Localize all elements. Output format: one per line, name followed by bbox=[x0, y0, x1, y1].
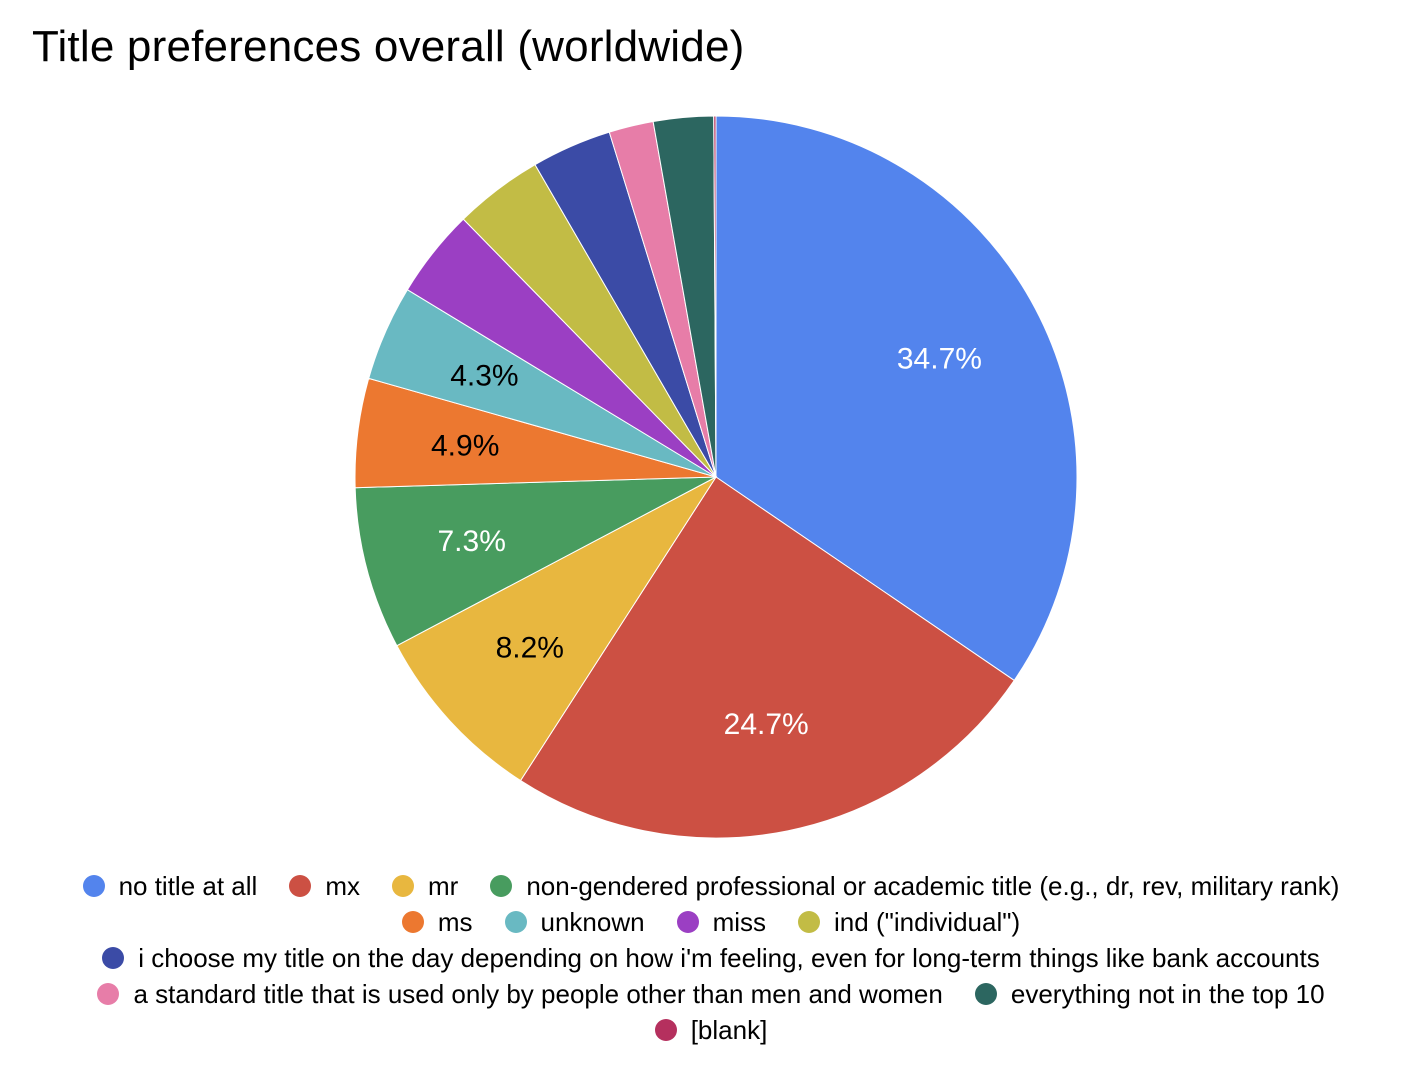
legend-swatch-icon bbox=[654, 1019, 677, 1041]
legend-label: i choose my title on the day depending o… bbox=[138, 943, 1320, 973]
legend-item-mx[interactable]: mx bbox=[289, 871, 360, 901]
legend-label: non-gendered professional or academic ti… bbox=[526, 871, 1340, 901]
legend-swatch-icon bbox=[974, 983, 997, 1005]
legend-swatch-icon bbox=[401, 911, 424, 933]
legend-row: i choose my title on the day depending o… bbox=[86, 940, 1335, 976]
legend-item-a-standard-title-that-is-used-only-by-pe[interactable]: a standard title that is used only by pe… bbox=[97, 979, 943, 1009]
pie-slice-non-gendered-professional-or-academic-ti bbox=[354, 476, 717, 647]
chart-legend: no title at all mx mr non-gendered professi… bbox=[20, 868, 1402, 1048]
slice-data-label-mx: 24.7% bbox=[724, 708, 809, 741]
legend-label: mr bbox=[427, 871, 459, 901]
chart-title: Title preferences overall (worldwide) bbox=[32, 22, 745, 71]
legend-swatch-icon bbox=[391, 875, 414, 897]
legend-label: mx bbox=[325, 871, 360, 901]
legend-item-unknown[interactable]: unknown bbox=[504, 907, 645, 937]
legend-item-everything-not-in-the-top-10[interactable]: everything not in the top 10 bbox=[974, 979, 1325, 1009]
legend-swatch-icon bbox=[289, 875, 312, 897]
legend-label: miss bbox=[712, 907, 767, 937]
legend-row: ms unknown miss ind ("individual") bbox=[386, 904, 1036, 940]
slice-data-label-unknown: 4.3% bbox=[450, 360, 518, 393]
legend-row: no title at all mx mr non-gendered professi… bbox=[67, 868, 1356, 904]
legend-row: a standard title that is used only by pe… bbox=[81, 976, 1340, 1012]
legend-item-no-title-at-all[interactable]: no title at all bbox=[82, 871, 258, 901]
legend-label: a standard title that is used only by pe… bbox=[133, 979, 943, 1009]
slice-data-label-non-gendered-professional-or-academic-ti: 7.3% bbox=[438, 525, 506, 558]
legend-item-miss[interactable]: miss bbox=[676, 907, 767, 937]
legend-item-ind-individual[interactable]: ind ("individual") bbox=[798, 907, 1020, 937]
pie-slice-no-title-at-all bbox=[715, 115, 1078, 682]
legend-label: no title at all bbox=[118, 871, 258, 901]
pie-slice-mr bbox=[396, 475, 718, 782]
legend-item-mr[interactable]: mr bbox=[391, 871, 459, 901]
legend-swatch-icon bbox=[102, 947, 125, 969]
legend-swatch-icon bbox=[504, 911, 527, 933]
pie-slice-blank bbox=[713, 115, 717, 478]
legend-label: [blank] bbox=[690, 1015, 768, 1045]
legend-item-i-choose-my-title-on-the-day-depending-o[interactable]: i choose my title on the day depending o… bbox=[102, 943, 1320, 973]
legend-swatch-icon bbox=[798, 911, 821, 933]
legend-item-blank[interactable]: [blank] bbox=[654, 1015, 768, 1045]
legend-item-non-gendered-professional-or-academic-ti[interactable]: non-gendered professional or academic ti… bbox=[490, 871, 1339, 901]
slice-data-label-no-title-at-all: 34.7% bbox=[897, 342, 982, 375]
legend-label: ms bbox=[437, 907, 473, 937]
legend-label: ind ("individual") bbox=[834, 907, 1021, 937]
legend-swatch-icon bbox=[82, 875, 105, 897]
legend-swatch-icon bbox=[490, 875, 513, 897]
legend-row: [blank] bbox=[639, 1012, 784, 1048]
slice-data-label-ms: 4.9% bbox=[431, 429, 499, 462]
pie-slice-mx bbox=[519, 476, 1015, 839]
legend-swatch-icon bbox=[676, 911, 699, 933]
legend-item-ms[interactable]: ms bbox=[401, 907, 473, 937]
slice-data-label-mr: 8.2% bbox=[496, 631, 564, 664]
legend-swatch-icon bbox=[97, 983, 120, 1005]
pie-chart: 34.7% 24.7% 8.2% 7.3% 4.9% 4.3% bbox=[354, 115, 1078, 839]
legend-label: everything not in the top 10 bbox=[1010, 979, 1325, 1009]
legend-label: unknown bbox=[540, 907, 645, 937]
